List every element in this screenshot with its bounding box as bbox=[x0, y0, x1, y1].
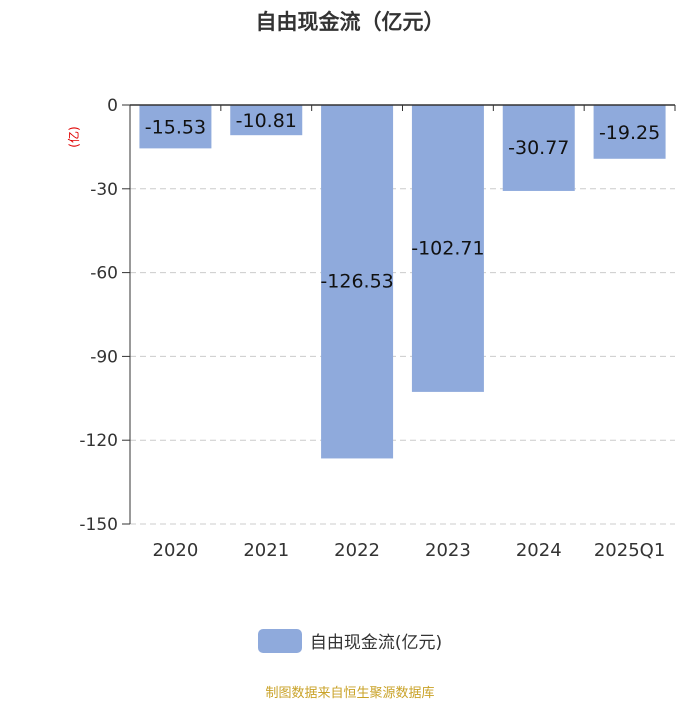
bar bbox=[230, 105, 303, 136]
x-tick-label: 2020 bbox=[153, 540, 199, 561]
x-tick-label: 2025Q1 bbox=[594, 540, 665, 561]
x-tick-label: 2023 bbox=[425, 540, 471, 561]
y-tick-label: -30 bbox=[90, 180, 118, 200]
grid-lines bbox=[130, 188, 675, 525]
x-tick-label: 2021 bbox=[243, 540, 289, 561]
y-tick-label: -60 bbox=[90, 264, 118, 284]
y-tick-label: 0 bbox=[107, 96, 118, 116]
y-axis-unit-label: (亿) bbox=[66, 126, 81, 147]
chart-title: 自由现金流（亿元） bbox=[255, 10, 445, 34]
data-label: -15.53 bbox=[145, 117, 206, 139]
bars bbox=[139, 105, 666, 459]
bar bbox=[502, 105, 575, 191]
bar bbox=[411, 105, 484, 392]
data-labels: -15.53 -10.81 -126.53 -102.71 -30.77 -19.25 bbox=[145, 110, 660, 293]
legend: 自由现金流(亿元) bbox=[0, 628, 700, 653]
data-label: -10.81 bbox=[236, 110, 297, 132]
x-tick-label: 2022 bbox=[334, 540, 380, 561]
x-tick-label: 2024 bbox=[516, 540, 562, 561]
legend-swatch bbox=[257, 628, 302, 653]
source-note: 制图数据来自恒生聚源数据库 bbox=[265, 686, 435, 701]
data-label: -19.25 bbox=[599, 122, 660, 144]
legend-label: 自由现金流(亿元) bbox=[309, 633, 443, 653]
data-label: -102.71 bbox=[411, 237, 484, 259]
y-tick-label: -120 bbox=[79, 431, 118, 451]
data-label: -126.53 bbox=[320, 271, 393, 293]
y-tick-label: -90 bbox=[90, 347, 118, 367]
data-label: -30.77 bbox=[508, 137, 569, 159]
y-tick-label: -150 bbox=[79, 515, 118, 535]
bar bbox=[593, 105, 666, 159]
bar bbox=[139, 105, 212, 149]
axes: 0 -30 -60 -90 -120 -150 2020 2021 2022 2023 2024 20… bbox=[79, 96, 676, 561]
bar bbox=[321, 105, 394, 459]
